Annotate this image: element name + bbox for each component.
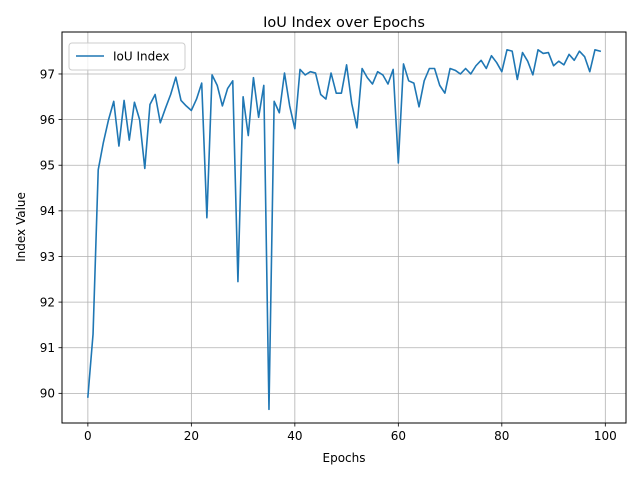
y-tick-label: 91: [40, 341, 55, 355]
x-tick-label: 40: [287, 429, 302, 443]
y-tick-label: 96: [40, 113, 55, 127]
y-tick-label: 95: [40, 159, 55, 173]
grid-lines: [62, 32, 626, 423]
chart-title: IoU Index over Epochs: [263, 15, 425, 31]
series-line-iou-index: [87, 48, 602, 411]
x-tick-label: 80: [494, 429, 509, 443]
legend-label: IoU Index: [113, 50, 170, 64]
y-tick-label: 97: [40, 67, 55, 81]
x-tick-label: 100: [594, 429, 617, 443]
y-tick-label: 90: [40, 387, 55, 401]
y-tick-label: 94: [40, 204, 55, 218]
x-tick-label: 20: [184, 429, 199, 443]
x-axis-title: Epochs: [323, 451, 366, 465]
plot-frame: [61, 31, 627, 424]
axis-ticks: 0 20 40 60 80 100 90 91 92 93 94 95 96 97: [40, 67, 617, 443]
series-layer: [87, 48, 602, 411]
y-axis-title: Index Value: [14, 192, 28, 262]
y-tick-label: 93: [40, 250, 55, 264]
legend: IoU Index: [68, 42, 186, 71]
y-tick-label: 92: [40, 295, 55, 309]
x-tick-label: 0: [84, 429, 92, 443]
x-tick-label: 60: [391, 429, 406, 443]
legend-box: [68, 42, 186, 71]
